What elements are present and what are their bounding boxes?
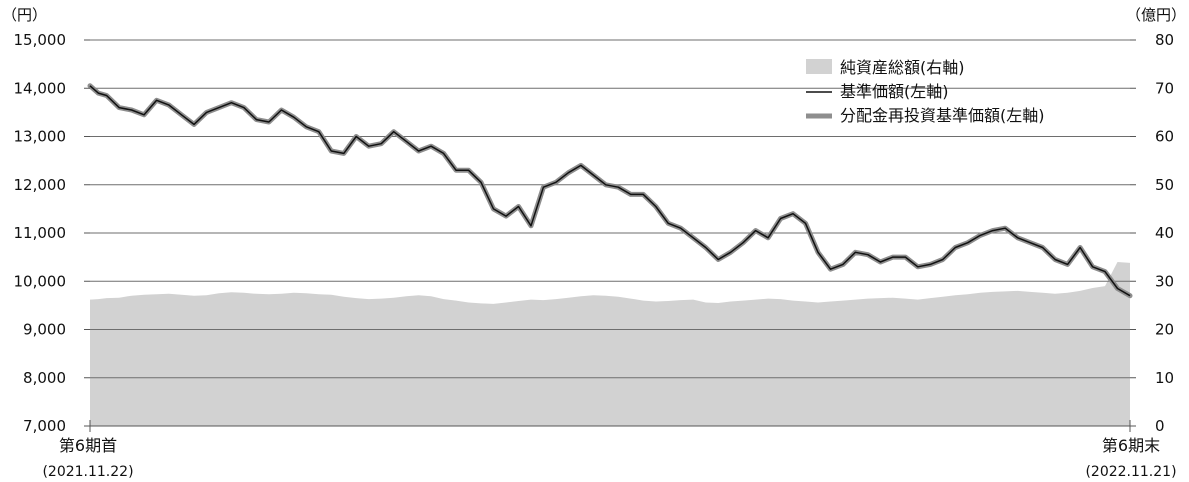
right-tick-label: 40 xyxy=(1155,224,1174,242)
right-axis-unit: （億円） xyxy=(1126,6,1186,24)
left-axis-unit: （円） xyxy=(2,6,47,24)
left-tick-label: 13,000 xyxy=(14,128,67,146)
net-assets-area-layer xyxy=(90,262,1130,426)
left-tick-label: 8,000 xyxy=(23,369,66,387)
right-tick-label: 20 xyxy=(1155,321,1174,339)
left-tick-label: 11,000 xyxy=(14,224,67,242)
legend-nav: 基準価額(左軸) xyxy=(840,82,949,101)
left-tick-label: 10,000 xyxy=(14,272,67,290)
legend-reinvested-nav: 分配金再投資基準価額(左軸) xyxy=(840,106,1045,125)
nav-line xyxy=(89,85,1131,297)
x-end-date: (2022.11.21) xyxy=(1085,464,1176,480)
right-tick-label: 10 xyxy=(1155,369,1174,387)
legend-area-swatch xyxy=(806,59,832,74)
right-tick-label: 70 xyxy=(1155,79,1174,97)
right-tick-label: 60 xyxy=(1155,128,1174,146)
left-tick-label: 14,000 xyxy=(14,79,67,97)
x-start-date: (2021.11.22) xyxy=(42,464,133,480)
legend: 純資産総額(右軸) 基準価額(左軸) 分配金再投資基準価額(左軸) xyxy=(806,58,1045,125)
x-end-label: 第6期末 xyxy=(1102,436,1160,455)
left-tick-label: 15,000 xyxy=(14,31,67,49)
right-tick-label: 50 xyxy=(1155,176,1174,194)
left-tick-label: 12,000 xyxy=(14,176,67,194)
left-tick-label: 9,000 xyxy=(23,321,66,339)
left-tick-label: 7,000 xyxy=(23,417,66,435)
right-tick-label: 80 xyxy=(1155,31,1174,49)
right-tick-label: 30 xyxy=(1155,272,1174,290)
axis-ticks: 7,000 0 8,000 10 9,000 20 10,000 30 11,000 40 12,0… xyxy=(14,31,1175,435)
legend-net-assets: 純資産総額(右軸) xyxy=(840,58,965,77)
x-start-label: 第6期首 xyxy=(59,436,117,455)
right-tick-label: 0 xyxy=(1155,417,1165,435)
net-assets-area xyxy=(90,262,1130,426)
price-lines-layer xyxy=(87,83,1133,299)
